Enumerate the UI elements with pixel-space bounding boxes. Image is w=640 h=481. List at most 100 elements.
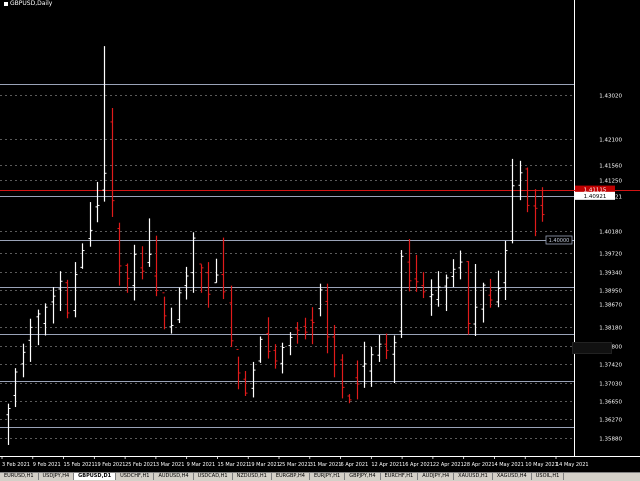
x-tick-label: 25 Mar 2021 <box>279 462 311 468</box>
x-tick-label: 3 Mar 2021 <box>156 462 185 468</box>
ohlc-bar <box>421 272 426 299</box>
y-tick-label: 1.41250 <box>599 179 622 185</box>
chart-tab[interactable]: EURJPY,H1 <box>310 473 346 480</box>
chart-tab[interactable]: AUDJPY,H4 <box>418 473 455 480</box>
ohlc-bar <box>266 317 271 359</box>
current-price-tag: 1.40921 <box>584 194 607 200</box>
x-tick-label: 6 Apr 2021 <box>341 462 369 468</box>
ohlc-bar <box>399 250 404 338</box>
chart-tab[interactable]: GBPJPY,H4 <box>345 473 381 480</box>
ohlc-bar <box>466 261 471 335</box>
ohlc-bar <box>221 237 226 300</box>
chart-tab[interactable]: USDCAD,H1 <box>194 473 233 480</box>
chart-tab-bar: EURUSD,H1 USDJPY,H4 GBPUSD,D1 USDCHF,H1 AUDU… <box>0 472 640 481</box>
level-tag-box <box>545 235 573 245</box>
ohlc-bar <box>525 167 530 213</box>
chart-tab[interactable]: NZDUSD,H1 <box>233 473 272 480</box>
chart-tab[interactable]: GBPUSD,D1 <box>74 473 117 480</box>
ohlc-bar <box>13 368 18 408</box>
ohlc-bar <box>347 394 352 404</box>
ohlc-bar <box>384 333 389 360</box>
ohlc-bar <box>21 343 26 378</box>
ohlc-bar <box>510 158 515 244</box>
ohlc-bar <box>332 324 337 378</box>
ohlc-bar <box>102 46 107 202</box>
chart-tab[interactable]: USDCHF,H1 <box>116 473 155 480</box>
ohlc-bar <box>318 283 323 317</box>
ohlc-bar <box>229 285 234 348</box>
ohlc-bar <box>496 270 501 308</box>
y-tick-label: 1.35880 <box>599 437 622 443</box>
ohlc-bar <box>243 371 248 396</box>
y-tick-label: 1.40180 <box>599 230 622 236</box>
ohlc-bar <box>340 354 345 399</box>
ohlc-bar <box>533 189 538 237</box>
ohlc-bar <box>117 222 122 286</box>
ohlc-bar <box>488 278 493 308</box>
ohlc-bar <box>503 240 508 300</box>
ohlc-bar <box>369 347 374 387</box>
price-watermark <box>572 342 612 354</box>
chart-tab[interactable]: EURGBP,H4 <box>272 473 310 480</box>
chart-tab[interactable]: XAGUSD,H4 <box>493 473 532 480</box>
ohlc-bar <box>310 307 315 345</box>
chart-tab[interactable]: USDJPY,H4 <box>39 473 75 480</box>
ohlc-bar <box>288 332 293 356</box>
ohlc-bar <box>436 271 441 307</box>
ohlc-bar <box>206 262 211 308</box>
ohlc-bar <box>303 317 308 340</box>
x-tick-label: 19 Feb 2021 <box>94 462 125 468</box>
ohlc-bar <box>414 254 419 292</box>
chart-tab[interactable]: XAUUSD,H1 <box>454 473 493 480</box>
ohlc-bar <box>80 243 85 269</box>
ohlc-bar <box>191 232 196 293</box>
x-tick-label: 9 Feb 2021 <box>33 462 61 468</box>
chart-tab[interactable]: EURUSD,H1 <box>0 473 39 480</box>
x-tick-label: 9 Mar 2021 <box>187 462 216 468</box>
ohlc-bar <box>28 318 33 362</box>
ohlc-bar <box>58 271 63 312</box>
x-tick-label: 15 Mar 2021 <box>217 462 249 468</box>
ohlc-bar <box>51 287 56 324</box>
x-tick-label: 31 Mar 2021 <box>310 462 342 468</box>
x-tick-label: 22 Apr 2021 <box>433 462 464 468</box>
ohlc-bar <box>88 202 93 247</box>
ohlc-bar <box>177 287 182 324</box>
x-tick-label: 3 Feb 2021 <box>2 462 30 468</box>
ohlc-bar <box>95 181 100 223</box>
y-tick-label: 1.38670 <box>599 303 622 309</box>
ohlc-bar <box>429 279 434 316</box>
chart-tab[interactable]: EURCHF,H1 <box>381 473 419 480</box>
ohlc-bar <box>236 348 241 390</box>
ohlc-bar <box>214 258 219 284</box>
ohlc-bar <box>362 341 367 388</box>
x-tick-label: 15 Feb 2021 <box>64 462 95 468</box>
ohlc-bar <box>73 262 78 318</box>
ohlc-bar <box>6 403 11 445</box>
y-tick-label: 1.36270 <box>599 418 622 424</box>
y-tick-label: 1.37030 <box>599 382 622 388</box>
chart-tab[interactable]: AUDUSD,H4 <box>154 473 194 480</box>
ohlc-bar <box>355 360 360 400</box>
ohlc-bar <box>458 250 463 280</box>
y-tick-label: 1.43020 <box>599 94 622 100</box>
chart-icon <box>4 1 8 6</box>
x-tick-label: 25 Feb 2021 <box>125 462 156 468</box>
x-tick-label: 10 May 2021 <box>525 462 558 468</box>
ohlc-bar <box>280 342 285 374</box>
y-tick-label: 1.39340 <box>599 271 622 277</box>
y-tick-label: 1.38950 <box>599 289 622 295</box>
ohlc-bar <box>377 335 382 362</box>
ohlc-bar <box>540 187 545 222</box>
ohlc-bar <box>444 274 449 312</box>
x-tick-label: 4 May 2021 <box>494 462 523 468</box>
ohlc-bar <box>481 282 486 323</box>
x-tick-label: 19 Mar 2021 <box>248 462 280 468</box>
chart-tab[interactable]: USOIL,H1 <box>532 473 565 480</box>
ohlc-bar <box>273 344 278 369</box>
ohlc-bar <box>154 235 159 297</box>
x-tick-label: 14 May 2021 <box>556 462 589 468</box>
x-tick-label: 28 Apr 2021 <box>464 462 495 468</box>
